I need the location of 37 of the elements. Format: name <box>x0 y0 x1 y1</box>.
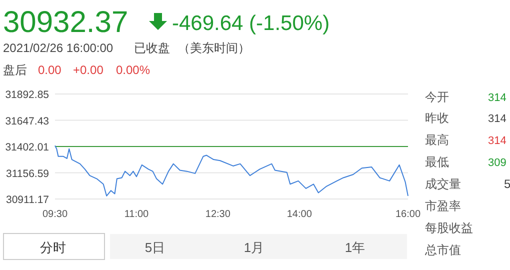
text: 0.00% <box>116 63 150 77</box>
x-tick-label: 11:00 <box>124 209 150 220</box>
text: 309 <box>488 157 506 169</box>
y-tick-label: 31892.85 <box>5 89 50 101</box>
text: 314 <box>488 92 506 104</box>
text: 1月 <box>244 240 264 255</box>
y-tick-label: 31402.01 <box>5 142 50 154</box>
text: 每股收益 <box>425 221 473 235</box>
x-tick-label: 12:30 <box>205 209 231 220</box>
text: 1年 <box>344 240 366 255</box>
x-tick-label: 16:00 <box>395 209 421 220</box>
text: 最高 <box>425 133 449 147</box>
text: 昨收 <box>425 111 449 125</box>
text: 今开 <box>425 90 449 104</box>
text: 最低 <box>425 155 449 169</box>
x-tick-label: 14:00 <box>286 209 312 220</box>
text: 314 <box>488 113 506 125</box>
text: 314 <box>488 135 506 147</box>
y-tick-label: 30911.17 <box>6 194 50 206</box>
x-tick-label: 09:30 <box>42 209 68 220</box>
text: 0.00 <box>38 63 62 77</box>
text: +0.00 <box>73 63 104 77</box>
text: 分时 <box>40 240 66 255</box>
text: 5 <box>504 177 510 191</box>
text: 5日 <box>144 240 166 255</box>
y-tick-label: 31156.59 <box>6 168 50 180</box>
text: 已收盘 <box>134 41 170 55</box>
text: （美东时间） <box>178 41 250 55</box>
y-tick-label: 31647.43 <box>5 115 50 128</box>
text: 市盈率 <box>425 199 461 213</box>
chart-title: 30932.37 <box>3 6 128 39</box>
line-series <box>54 145 408 196</box>
text: 成交量 <box>425 177 461 191</box>
text: 总市值 <box>424 243 461 257</box>
text: 盘后 <box>3 63 27 77</box>
text: 2021/02/26 16:00:00 <box>3 41 114 55</box>
chart-subtitle: -469.64 (-1.50%) <box>172 12 330 35</box>
